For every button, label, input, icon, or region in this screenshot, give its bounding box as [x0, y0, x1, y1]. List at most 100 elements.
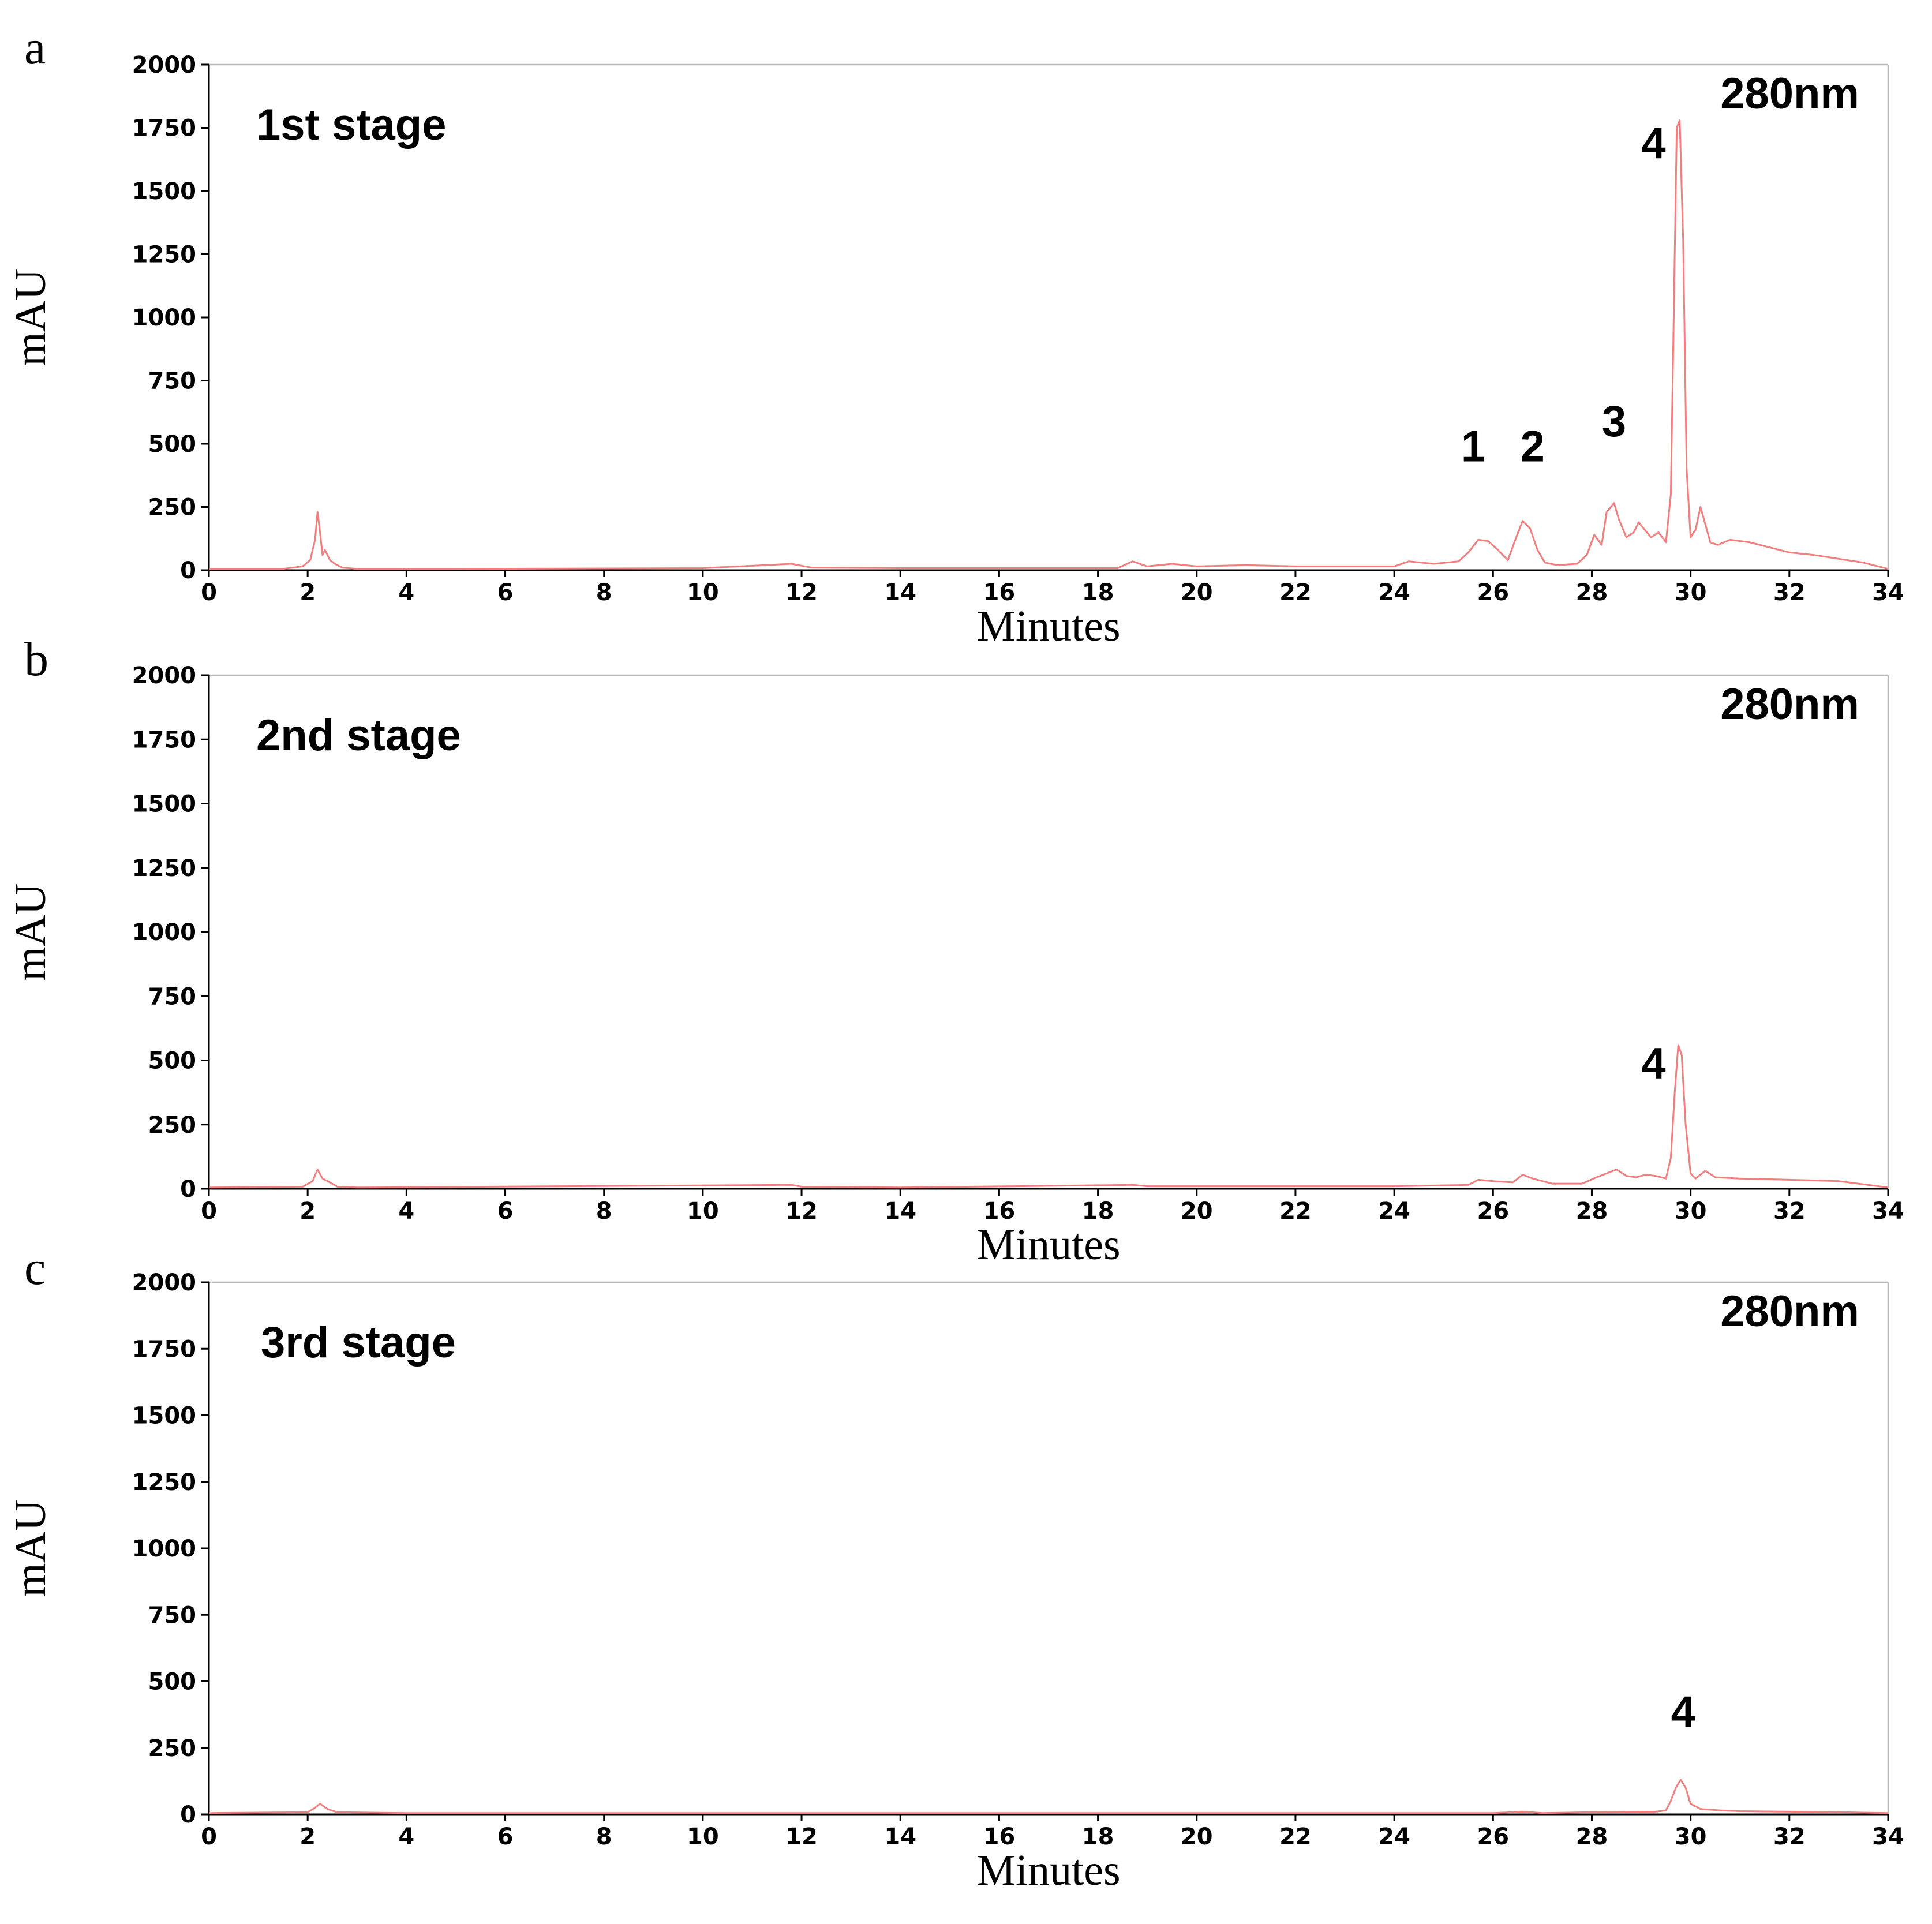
- x-tick-label: 28: [1576, 1824, 1608, 1850]
- panel-letter: b: [24, 632, 48, 686]
- x-tick-label: 32: [1773, 1198, 1806, 1225]
- x-tick-label: 16: [983, 1198, 1016, 1225]
- x-tick-label: 14: [884, 1198, 916, 1225]
- x-tick-label: 32: [1773, 579, 1806, 606]
- x-tick-label: 30: [1675, 1824, 1707, 1850]
- y-tick-label: 2000: [132, 662, 196, 689]
- peak-label: 1: [1461, 422, 1485, 471]
- x-tick-label: 16: [983, 1824, 1016, 1850]
- stage-label: 1st stage: [256, 100, 447, 149]
- x-tick-label: 4: [398, 579, 414, 606]
- stage-label: 3rd stage: [261, 1318, 456, 1367]
- x-tick-label: 10: [687, 579, 719, 606]
- x-tick-label: 0: [201, 1198, 217, 1225]
- x-tick-label: 16: [983, 579, 1016, 606]
- x-tick-label: 0: [201, 579, 217, 606]
- x-tick-label: 10: [687, 1824, 719, 1850]
- y-tick-label: 1250: [132, 1469, 196, 1496]
- y-tick-label: 500: [148, 431, 197, 458]
- x-tick-label: 26: [1477, 1824, 1509, 1850]
- y-tick-label: 1500: [132, 178, 196, 205]
- x-tick-label: 6: [497, 1198, 514, 1225]
- x-tick-label: 26: [1477, 1198, 1509, 1225]
- y-tick-label: 1000: [132, 919, 196, 946]
- x-tick-label: 12: [785, 1824, 818, 1850]
- wavelength-label: 280nm: [1720, 1287, 1859, 1336]
- x-tick-label: 24: [1378, 579, 1410, 606]
- x-tick-label: 2: [299, 1824, 316, 1850]
- x-tick-label: 4: [398, 1198, 414, 1225]
- x-tick-label: 24: [1378, 1198, 1410, 1225]
- chromatogram-trace: [208, 1044, 1889, 1189]
- y-tick-label: 1750: [132, 727, 196, 753]
- stage-label: 2nd stage: [256, 711, 461, 760]
- x-tick-label: 18: [1082, 1198, 1114, 1225]
- y-tick-label: 0: [180, 1802, 196, 1828]
- x-tick-label: 20: [1181, 1198, 1213, 1225]
- x-axis-title: Minutes: [976, 1221, 1120, 1269]
- peak-label: 4: [1641, 1039, 1665, 1088]
- x-tick-label: 12: [785, 579, 818, 606]
- x-tick-label: 14: [884, 579, 916, 606]
- y-tick-label: 1750: [132, 1336, 196, 1362]
- chromatogram-trace: [209, 119, 1889, 570]
- x-tick-label: 12: [785, 1198, 818, 1225]
- x-tick-label: 34: [1872, 1824, 1904, 1850]
- x-tick-label: 6: [497, 1824, 514, 1850]
- y-tick-label: 0: [180, 1176, 196, 1203]
- wavelength-label: 280nm: [1720, 680, 1859, 729]
- x-tick-label: 30: [1675, 1198, 1707, 1225]
- y-tick-label: 750: [148, 368, 197, 395]
- x-tick-label: 2: [299, 579, 316, 606]
- y-tick-label: 2000: [132, 52, 196, 78]
- peak-label: 2: [1521, 422, 1545, 471]
- y-tick-label: 750: [148, 983, 197, 1010]
- y-tick-label: 1500: [132, 1403, 196, 1429]
- x-tick-label: 18: [1082, 579, 1114, 606]
- x-tick-label: 6: [497, 579, 514, 606]
- x-tick-label: 20: [1181, 579, 1213, 606]
- x-axis-title: Minutes: [976, 1846, 1120, 1895]
- x-tick-label: 22: [1279, 1198, 1312, 1225]
- y-axis-title: mAU: [6, 884, 55, 981]
- y-axis-title: mAU: [6, 269, 55, 366]
- x-tick-label: 22: [1279, 1824, 1312, 1850]
- y-tick-label: 500: [148, 1669, 197, 1695]
- x-tick-label: 2: [299, 1198, 316, 1225]
- wavelength-label: 280nm: [1720, 69, 1859, 118]
- y-tick-label: 2000: [132, 1270, 196, 1296]
- x-tick-label: 34: [1872, 579, 1904, 606]
- x-axis-title: Minutes: [976, 602, 1120, 650]
- x-tick-label: 0: [201, 1824, 217, 1850]
- x-tick-label: 8: [596, 579, 612, 606]
- x-tick-label: 28: [1576, 579, 1608, 606]
- y-tick-label: 0: [180, 557, 196, 584]
- y-axis-title: mAU: [6, 1500, 55, 1597]
- x-tick-label: 18: [1082, 1824, 1114, 1850]
- y-tick-label: 250: [148, 495, 197, 521]
- y-tick-label: 1750: [132, 115, 196, 142]
- x-tick-label: 28: [1576, 1198, 1608, 1225]
- y-tick-label: 250: [148, 1735, 197, 1762]
- x-tick-label: 14: [884, 1824, 916, 1850]
- x-tick-label: 8: [596, 1198, 612, 1225]
- peak-label: 4: [1641, 119, 1665, 168]
- x-tick-label: 10: [687, 1198, 719, 1225]
- y-tick-label: 1250: [132, 855, 196, 882]
- panel-letter: a: [24, 21, 46, 74]
- y-tick-label: 250: [148, 1112, 197, 1139]
- peak-label: 4: [1671, 1687, 1695, 1736]
- x-tick-label: 26: [1477, 579, 1509, 606]
- y-tick-label: 1500: [132, 791, 196, 818]
- peak-label: 3: [1602, 397, 1626, 446]
- x-tick-label: 34: [1872, 1198, 1904, 1225]
- x-tick-label: 30: [1675, 579, 1707, 606]
- x-tick-label: 8: [596, 1824, 612, 1850]
- y-tick-label: 1250: [132, 242, 196, 268]
- y-tick-label: 1000: [132, 305, 196, 331]
- y-tick-label: 1000: [132, 1536, 196, 1562]
